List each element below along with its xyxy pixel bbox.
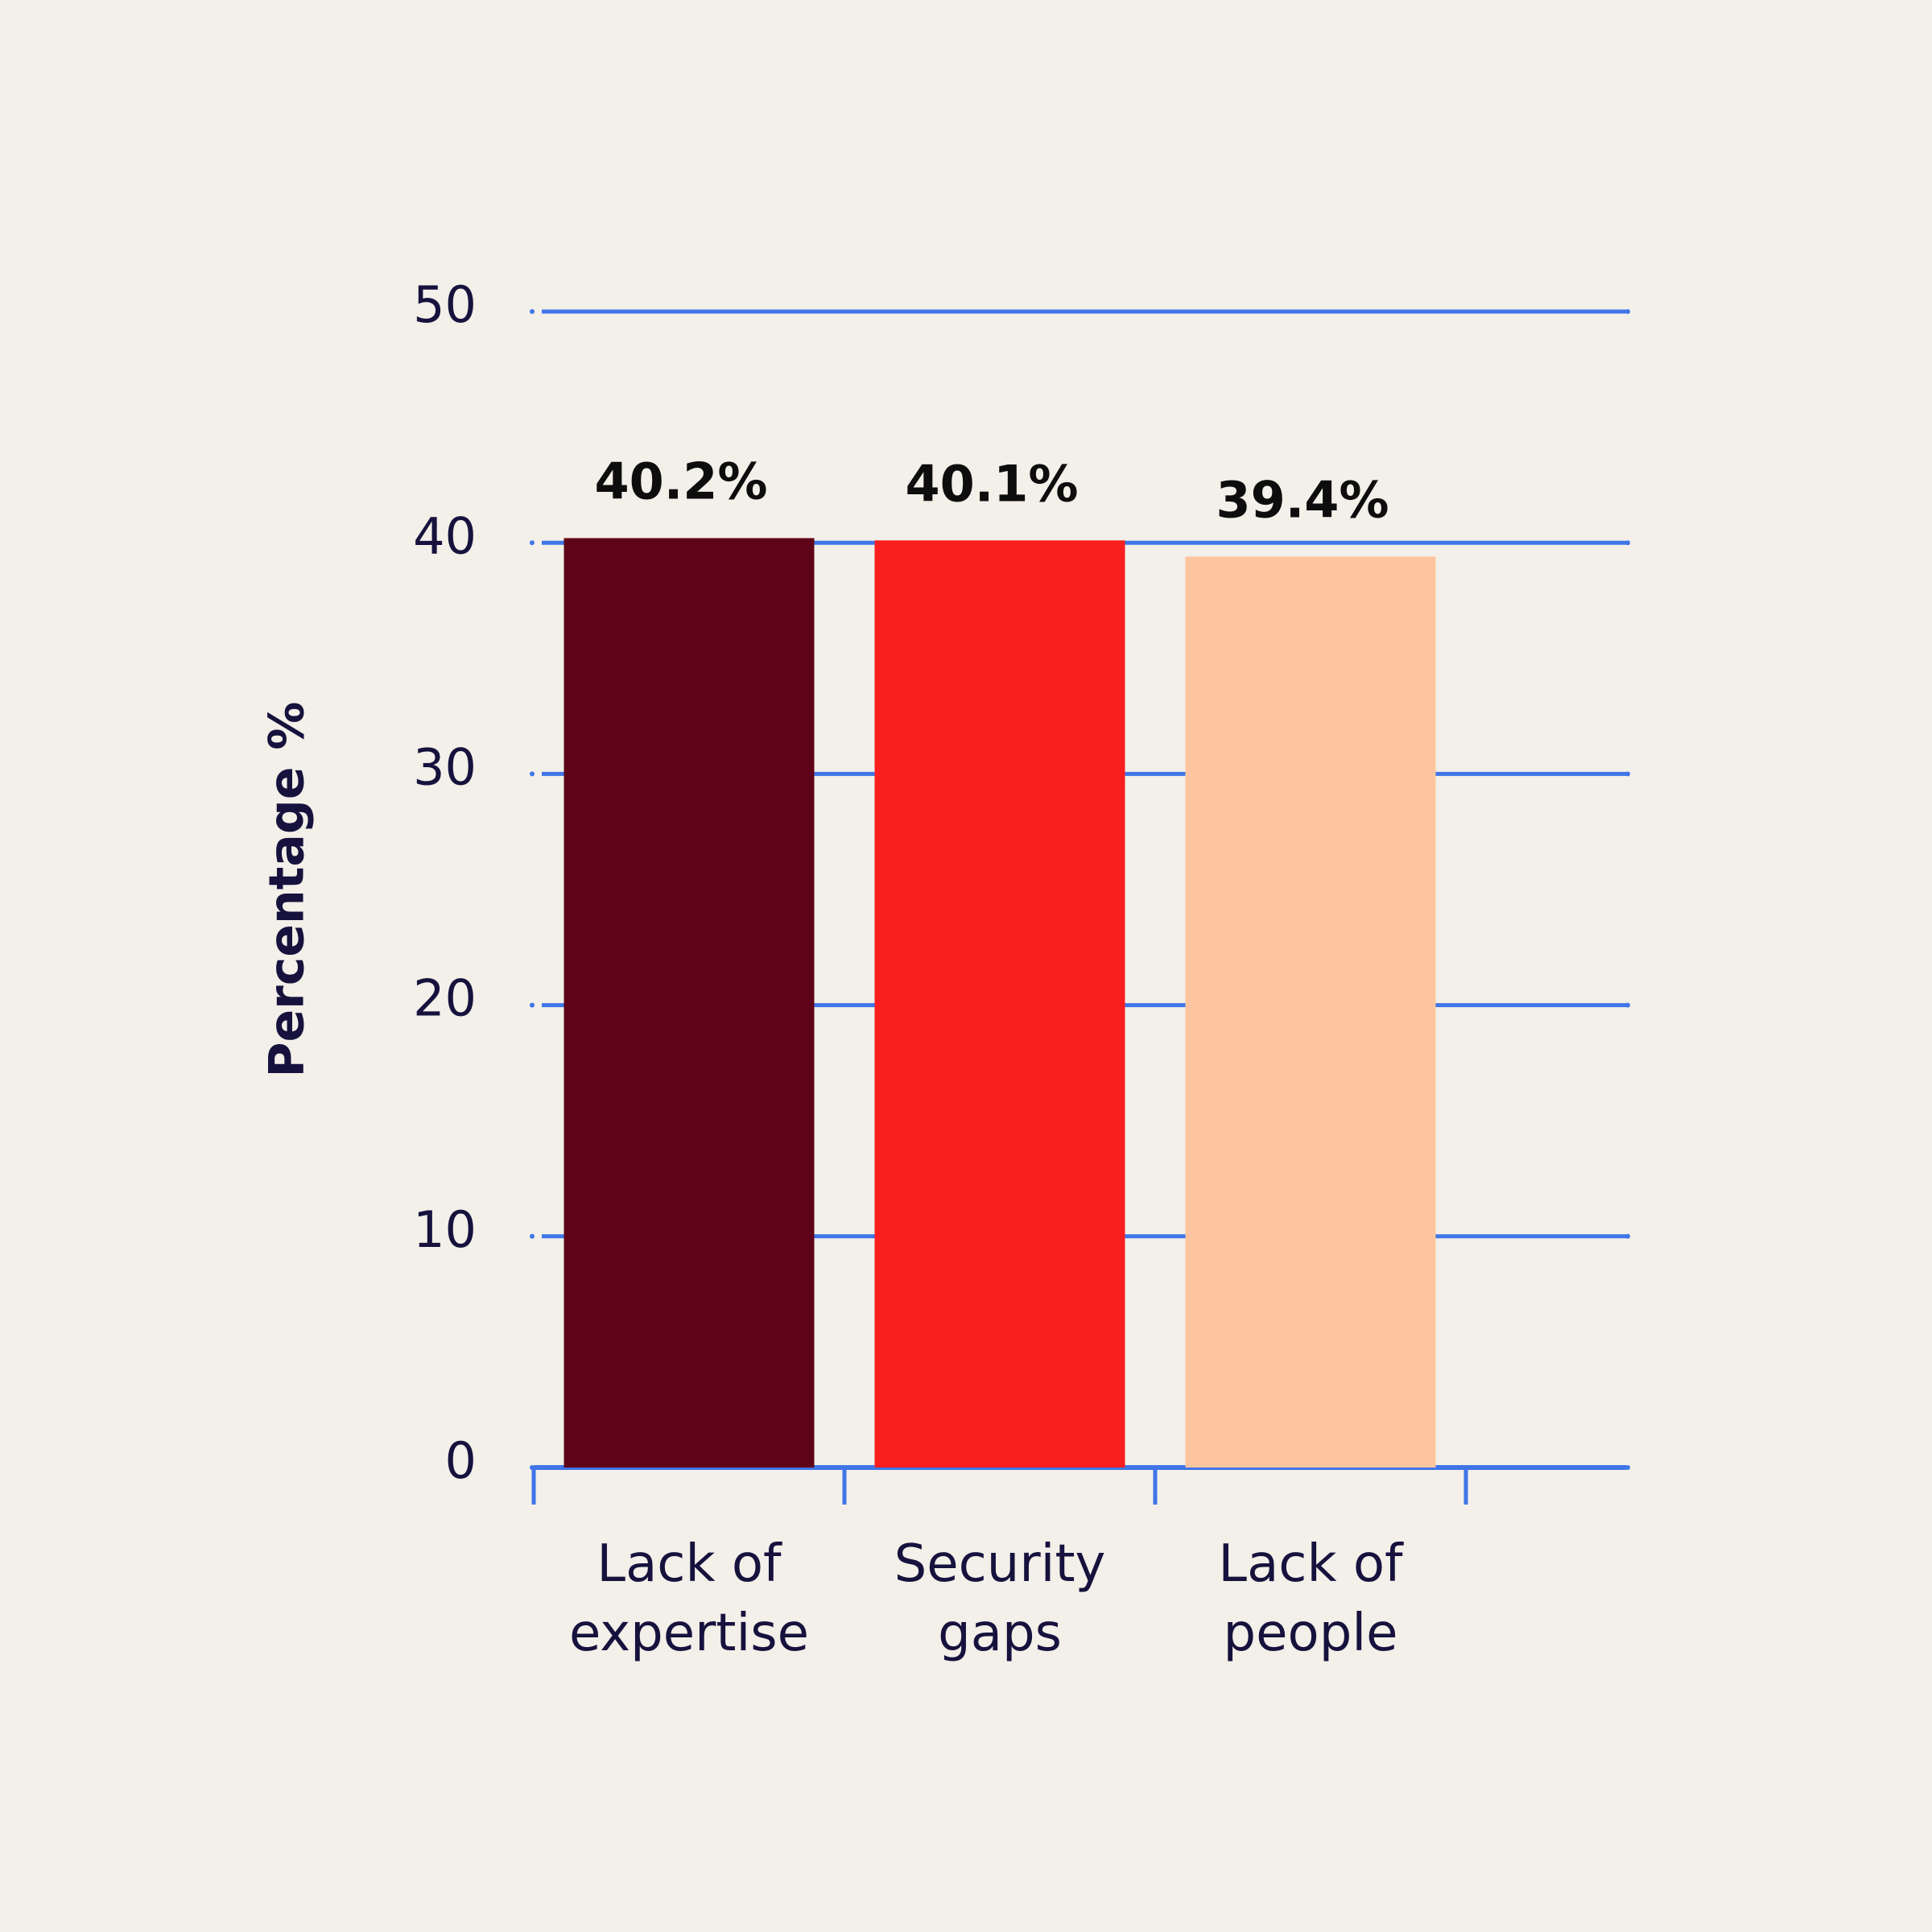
y-tick-label: 10	[413, 1200, 477, 1259]
y-tick-label: 30	[413, 737, 477, 796]
bar	[1185, 556, 1436, 1468]
grid-dot	[530, 771, 535, 777]
y-axis-label: Percentage %	[259, 701, 316, 1077]
grid-dot	[1625, 771, 1630, 777]
grid-dot	[1625, 540, 1630, 546]
y-tick-label: 40	[413, 506, 477, 565]
y-tick-label: 0	[445, 1431, 477, 1490]
x-tick-label: Security gaps	[894, 1534, 1106, 1663]
y-tick-label: 50	[413, 275, 477, 334]
grid-dot	[1625, 1465, 1630, 1470]
grid-dot	[530, 1002, 535, 1008]
x-tick-label: Lack of people	[1218, 1534, 1403, 1663]
bar	[874, 540, 1125, 1468]
grid-dot	[1625, 309, 1630, 314]
grid-dot	[530, 540, 535, 546]
bar	[564, 538, 815, 1468]
grid-dot	[530, 309, 535, 314]
grid-dot	[530, 1233, 535, 1239]
x-tick-label: Lack of expertise	[568, 1534, 810, 1663]
value-label: 40.1%	[905, 454, 1078, 513]
value-label: 40.2%	[594, 452, 767, 511]
y-tick-label: 20	[413, 969, 477, 1028]
grid-dot	[1625, 1233, 1630, 1239]
grid-dot	[1625, 1002, 1630, 1008]
value-label: 39.4%	[1216, 471, 1389, 530]
